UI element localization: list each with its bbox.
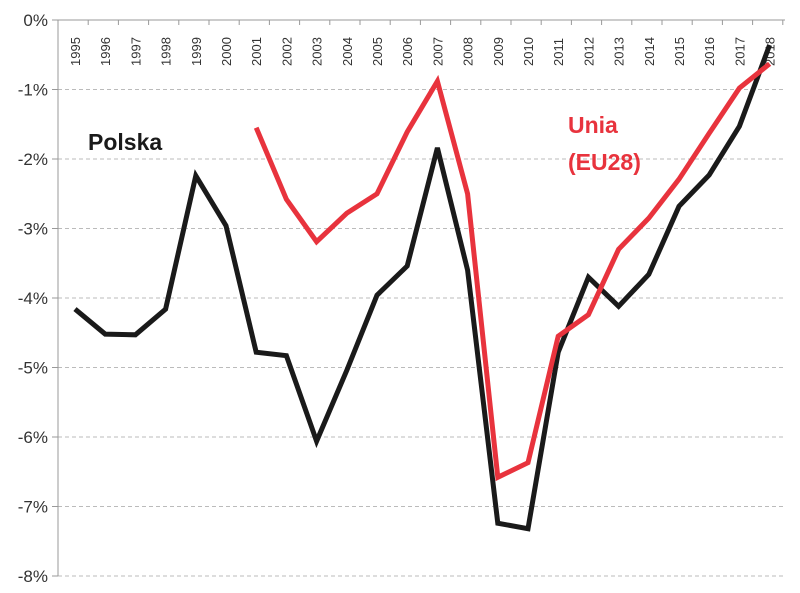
x-tick-label: 2013 — [612, 37, 627, 66]
x-tick-label: 2003 — [310, 37, 325, 66]
x-tick-label: 2009 — [491, 37, 506, 66]
x-tick-label: 2012 — [581, 37, 596, 66]
series-line-eu28 — [253, 61, 772, 482]
x-tick-label: 2006 — [400, 37, 415, 66]
x-tick-label: 1999 — [189, 37, 204, 66]
x-tick-label: 2016 — [702, 37, 717, 66]
y-tick-label: -5% — [18, 359, 48, 378]
series-label-eu-line1: Unia — [568, 112, 618, 138]
y-tick-label: -3% — [18, 220, 48, 239]
x-tick-label: 2015 — [672, 37, 687, 66]
x-tick-label: 2000 — [219, 37, 234, 66]
x-tick-label: 2008 — [461, 37, 476, 66]
y-tick-label: 0% — [23, 11, 48, 30]
x-tick-label: 1996 — [98, 37, 113, 66]
x-tick-label: 2004 — [340, 37, 355, 66]
y-tick-label: -6% — [18, 428, 48, 447]
y-tick-label: -7% — [18, 498, 48, 517]
series-label-polska: Polska — [88, 129, 162, 155]
x-tick-label: 1997 — [128, 37, 143, 66]
y-tick-label: -2% — [18, 150, 48, 169]
x-tick-label: 2014 — [642, 37, 657, 66]
y-tick-label: -8% — [18, 567, 48, 586]
x-tick-label: 2017 — [732, 37, 747, 66]
series-label-eu-line2: (EU28) — [568, 149, 641, 175]
series-line-polska — [73, 44, 772, 532]
y-tick-label: -1% — [18, 81, 48, 100]
x-tick-label: 2007 — [430, 37, 445, 66]
x-axis-ticks: 1995 1996 1997 1998 1999 2000 2001 2002 2003 2004… — [57, 20, 784, 66]
x-tick-label: 2005 — [370, 37, 385, 66]
y-tick-label: -4% — [18, 289, 48, 308]
gridlines — [58, 89, 785, 577]
x-tick-label: 2001 — [249, 37, 264, 66]
x-tick-label: 2011 — [551, 38, 566, 66]
x-tick-label: 2010 — [521, 37, 536, 66]
series — [73, 44, 772, 532]
x-tick-label: 1998 — [159, 37, 174, 66]
y-axis-ticks: 0% -1% -2% -3% -4% -5% -6% -7% -8% — [18, 11, 58, 586]
x-tick-label: 1995 — [68, 37, 83, 66]
x-tick-label: 2002 — [279, 37, 294, 66]
